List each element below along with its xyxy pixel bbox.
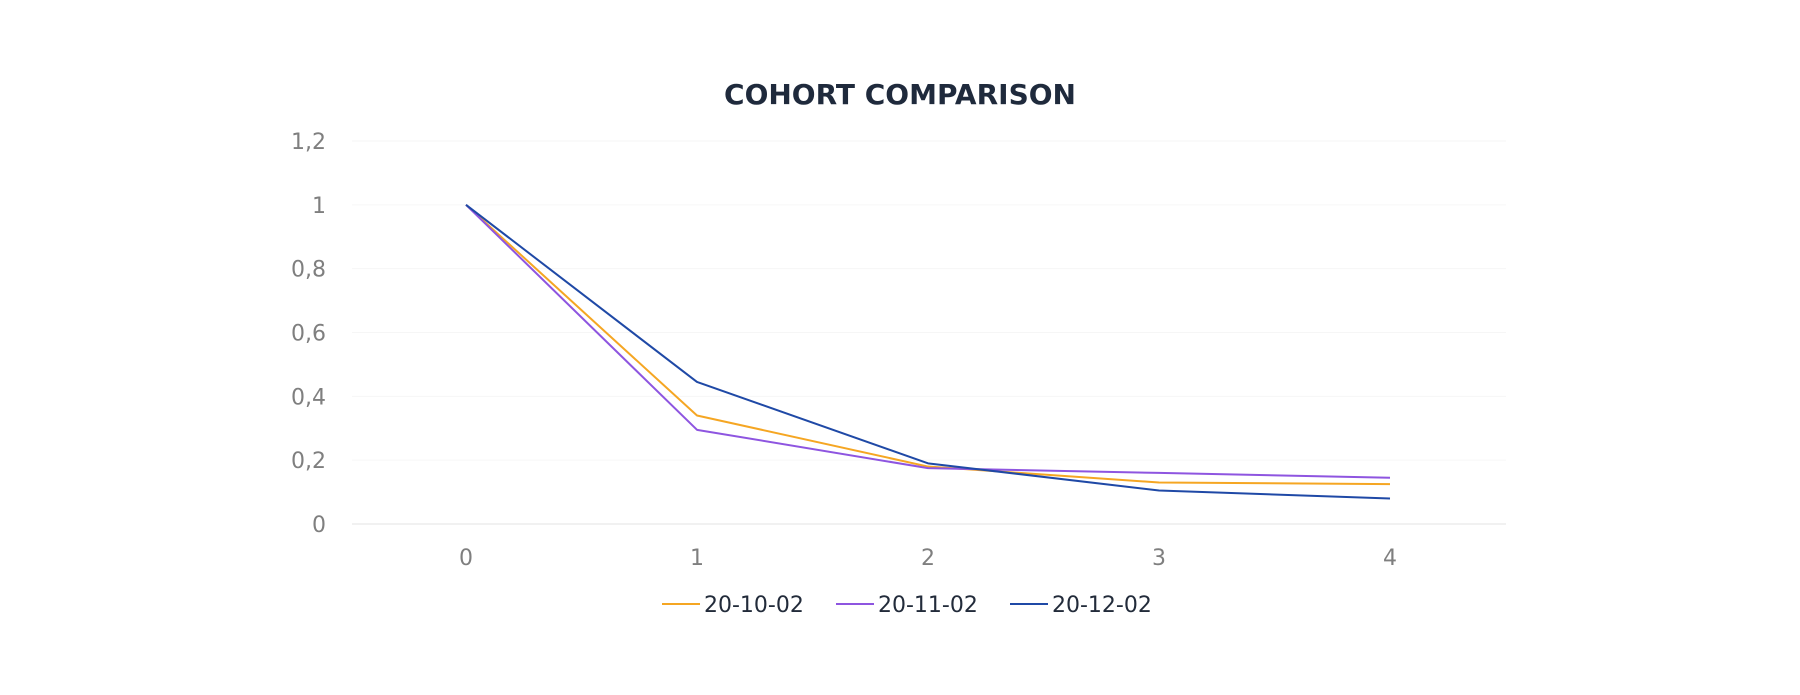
y-tick-label: 1 <box>312 194 326 219</box>
y-tick-label: 0,8 <box>291 258 326 283</box>
y-tick-label: 0,2 <box>291 449 326 474</box>
series-lines <box>465 204 1391 500</box>
x-tick-label: 0 <box>459 546 473 571</box>
series-line-20-12-02 <box>465 204 1391 500</box>
x-axis-ticks: 0 1 2 3 4 <box>459 546 1397 571</box>
grid-lines <box>352 140 1506 461</box>
legend-label: 20-10-02 <box>704 593 804 618</box>
x-tick-label: 4 <box>1383 546 1397 571</box>
legend-item: 20-11-02 <box>836 593 978 618</box>
y-tick-label: 1,2 <box>291 130 326 155</box>
x-tick-label: 2 <box>921 546 935 571</box>
legend-item: 20-12-02 <box>1010 593 1152 618</box>
y-tick-label: 0 <box>312 513 326 538</box>
legend-item: 20-10-02 <box>662 593 804 618</box>
legend: 20-10-02 20-11-02 20-12-02 <box>662 593 1152 618</box>
y-tick-label: 0,4 <box>291 385 326 410</box>
y-axis-ticks: 0 0,2 0,4 0,6 0,8 1 1,2 <box>291 130 326 538</box>
series-line-20-10-02 <box>465 204 1391 486</box>
y-tick-label: 0,6 <box>291 322 326 347</box>
x-tick-label: 1 <box>690 546 704 571</box>
legend-label: 20-11-02 <box>878 593 978 618</box>
legend-label: 20-12-02 <box>1052 593 1152 618</box>
x-tick-label: 3 <box>1152 546 1166 571</box>
series-line-20-11-02 <box>465 204 1391 479</box>
chart-title: COHORT COMPARISON <box>724 78 1076 111</box>
